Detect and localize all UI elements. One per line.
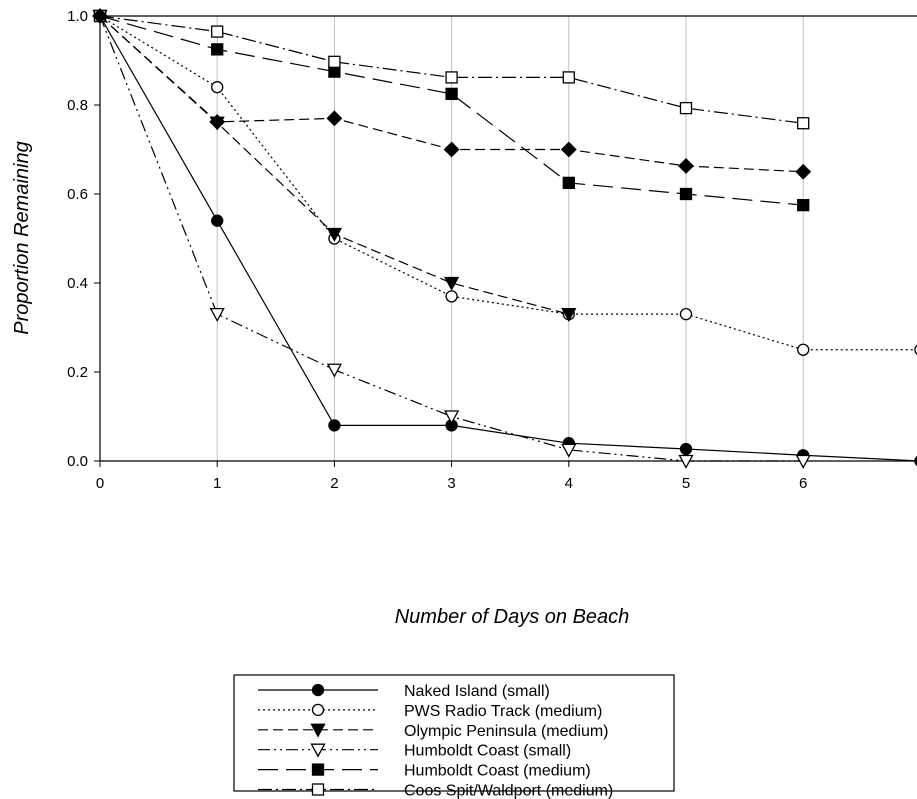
y-tick-labels: 0.0 0.2 0.4 0.6 0.8 1.0 (67, 8, 88, 470)
data-point (311, 783, 325, 796)
data-point (445, 87, 458, 101)
data-point (444, 410, 460, 425)
data-point (678, 454, 694, 469)
data-point (444, 276, 460, 291)
data-point (443, 141, 460, 158)
data-point (209, 113, 226, 130)
data-point (914, 455, 917, 467)
legend-item: Naked Island (small) (258, 683, 550, 700)
series-2 (93, 9, 917, 356)
data-point (445, 71, 458, 84)
data-point (326, 363, 342, 378)
legend-label: Naked Island (small) (404, 683, 550, 700)
y-axis-title: Proportion Remaining (11, 141, 33, 334)
x-tick-label: 2 (330, 475, 338, 492)
series-7 (92, 8, 812, 180)
data-point (560, 141, 577, 158)
axes (94, 15, 917, 467)
data-point (797, 117, 810, 130)
data-point (310, 743, 326, 758)
data-point (797, 198, 810, 212)
y-tick-label: 0.6 (67, 186, 88, 203)
y-tick-label: 1.0 (67, 8, 88, 25)
data-point (310, 723, 326, 738)
data-point (211, 43, 224, 56)
x-axis-title: Number of Days on Beach (395, 606, 630, 628)
data-point (561, 307, 577, 323)
data-point (328, 55, 341, 68)
data-point (211, 25, 224, 38)
legend-label: Humboldt Coast (medium) (404, 763, 591, 780)
data-point (326, 227, 342, 242)
legend-item: Coos Spit/Waldport (medium) (258, 783, 613, 799)
legend-box (233, 674, 675, 792)
series-line (99, 15, 917, 462)
y-tick-label: 0.4 (67, 275, 88, 292)
legend: Naked Island (small) PWS Radio Track (med… (233, 674, 675, 799)
data-point (562, 176, 575, 190)
legend-label: Olympic Peninsula (medium) (404, 723, 609, 740)
legend-label: Humboldt Coast (small) (404, 743, 571, 760)
data-point (209, 307, 225, 323)
x-tick-label: 5 (682, 475, 690, 492)
legend-item: Humboldt Coast (small) (258, 743, 571, 760)
data-point (795, 454, 811, 469)
x-tick-labels: 01234567 (96, 475, 917, 492)
data-point (311, 683, 325, 697)
plot-series (92, 8, 917, 469)
data-point (679, 101, 693, 115)
data-point (311, 703, 325, 717)
data-point (92, 8, 108, 24)
x-tick-label: 4 (565, 475, 573, 492)
legend-item: Humboldt Coast (medium) (258, 763, 591, 780)
data-point (797, 343, 810, 356)
data-point (679, 442, 693, 456)
data-point (445, 290, 458, 303)
series-line (99, 15, 917, 351)
legend-item: PWS Radio Track (medium) (258, 703, 602, 720)
data-point (328, 419, 341, 432)
data-point (679, 307, 693, 321)
y-tick-label: 0.8 (67, 97, 88, 114)
data-point (562, 71, 575, 84)
data-point (914, 344, 917, 355)
data-point (326, 110, 343, 127)
data-point (211, 214, 224, 227)
x-tick-label: 6 (799, 475, 807, 492)
x-tick-label: 3 (447, 475, 455, 492)
x-tick-label: 1 (213, 475, 221, 492)
x-tick-label: 0 (96, 475, 104, 492)
data-point (211, 81, 224, 94)
data-point (561, 443, 577, 458)
y-tick-label: 0.0 (67, 453, 88, 470)
data-point (679, 187, 693, 201)
legend-item: Olympic Peninsula (medium) (258, 723, 609, 740)
series-1 (93, 9, 917, 467)
legend-label: Coos Spit/Waldport (medium) (404, 783, 613, 799)
legend-label: PWS Radio Track (medium) (404, 703, 602, 720)
data-point (311, 763, 325, 776)
data-point (678, 158, 694, 174)
data-point (795, 163, 812, 180)
y-tick-label: 0.2 (67, 364, 88, 381)
